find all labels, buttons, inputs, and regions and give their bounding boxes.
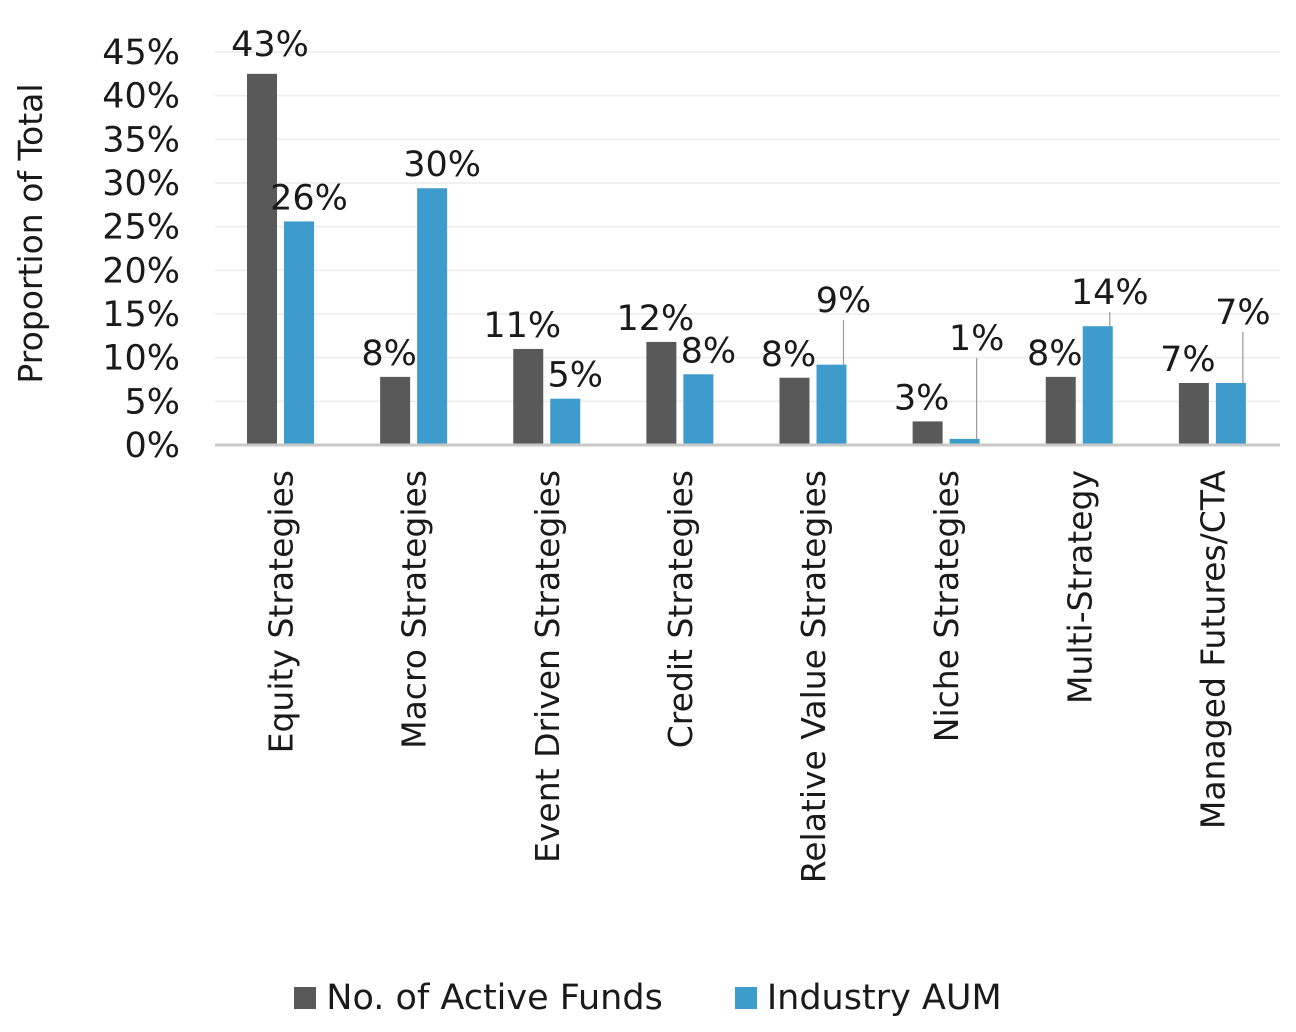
bar-active-funds xyxy=(513,348,544,445)
bar-industry-aum xyxy=(816,364,847,445)
category-label: Credit Strategies xyxy=(661,470,700,748)
y-tick-label: 45% xyxy=(102,33,180,73)
bar-industry-aum xyxy=(550,398,581,445)
y-tick-label: 5% xyxy=(124,382,180,422)
bar-active-funds xyxy=(247,73,277,445)
bar-active-funds xyxy=(1178,382,1209,445)
bar-active-funds xyxy=(646,341,677,445)
category-label: Managed Futures/CTA xyxy=(1193,470,1232,830)
bar-chart: 0%5%10%15%20%25%30%35%40%45%Proportion o… xyxy=(11,25,1280,883)
data-label-active-funds: 8% xyxy=(361,334,417,374)
data-label-active-funds: 11% xyxy=(483,306,561,346)
y-axis-label: Proportion of Total xyxy=(11,83,50,383)
y-tick-label: 20% xyxy=(102,251,180,291)
data-label-industry-aum: 30% xyxy=(403,145,481,185)
data-label-active-funds: 12% xyxy=(616,299,694,339)
legend-swatch-active-funds xyxy=(294,987,317,1009)
bar-industry-aum xyxy=(417,188,448,446)
data-label-active-funds: 43% xyxy=(231,25,309,65)
y-tick-label: 40% xyxy=(102,77,180,117)
data-label-industry-aum: 1% xyxy=(949,319,1005,359)
data-label-active-funds: 7% xyxy=(1160,340,1216,380)
bar-industry-aum xyxy=(284,221,314,445)
bar-active-funds xyxy=(1045,376,1076,445)
category-label: Event Driven Strategies xyxy=(528,470,567,863)
data-label-industry-aum: 9% xyxy=(816,281,872,321)
bar-active-funds xyxy=(380,376,411,445)
category-label: Niche Strategies xyxy=(927,470,966,742)
y-tick-label: 15% xyxy=(102,295,180,335)
data-label-active-funds: 8% xyxy=(761,335,817,375)
category-label: Multi-Strategy xyxy=(1060,470,1099,704)
category-label: Relative Value Strategies xyxy=(794,470,833,883)
y-tick-label: 35% xyxy=(102,120,180,160)
y-tick-label: 25% xyxy=(102,208,180,248)
category-label: Equity Strategies xyxy=(262,470,301,753)
bar-active-funds xyxy=(912,421,943,445)
bar-industry-aum xyxy=(683,374,714,445)
bar-active-funds xyxy=(779,377,810,445)
data-label-industry-aum: 7% xyxy=(1215,293,1271,333)
legend-item-active-funds: No. of Active Funds xyxy=(294,978,663,1018)
data-label-active-funds: 8% xyxy=(1027,334,1083,374)
legend-item-industry-aum: Industry AUM xyxy=(734,978,1002,1018)
legend-label-active-funds: No. of Active Funds xyxy=(326,978,663,1018)
data-label-industry-aum: 26% xyxy=(270,178,348,218)
bar-industry-aum xyxy=(1215,382,1246,445)
legend: No. of Active Funds Industry AUM xyxy=(0,978,1296,1018)
data-label-industry-aum: 8% xyxy=(681,331,737,371)
category-label: Macro Strategies xyxy=(395,470,434,749)
y-tick-label: 30% xyxy=(102,164,180,204)
y-tick-label: 0% xyxy=(124,426,180,466)
bar-industry-aum xyxy=(949,438,980,445)
bar-industry-aum xyxy=(1082,326,1113,445)
legend-label-industry-aum: Industry AUM xyxy=(766,978,1002,1018)
data-label-industry-aum: 14% xyxy=(1071,273,1149,313)
legend-swatch-industry-aum xyxy=(734,987,757,1009)
data-label-active-funds: 3% xyxy=(894,378,950,418)
data-label-industry-aum: 5% xyxy=(547,356,603,396)
y-tick-label: 10% xyxy=(102,339,180,379)
